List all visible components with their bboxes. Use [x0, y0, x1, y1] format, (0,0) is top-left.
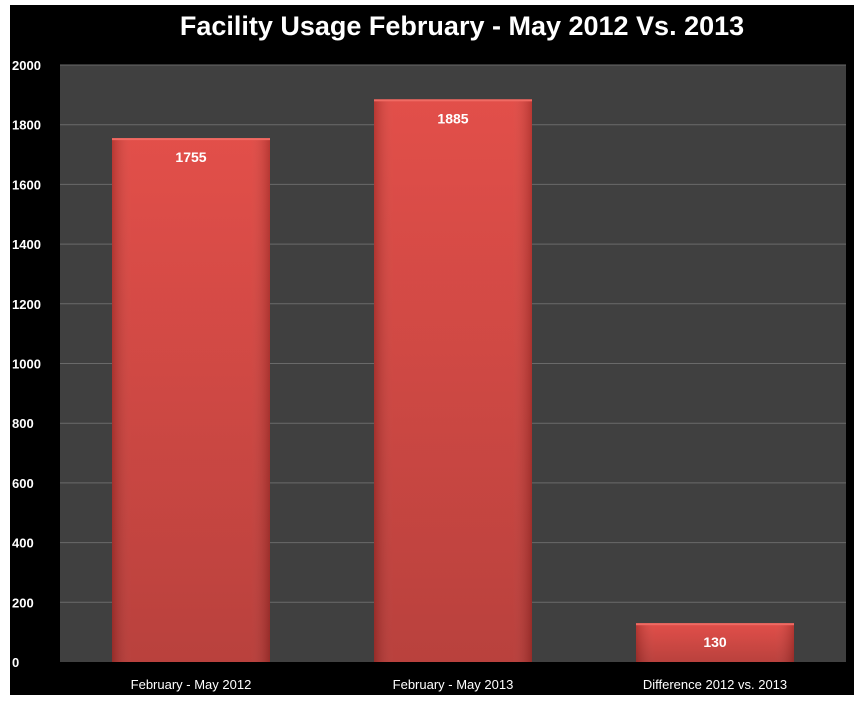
y-tick-label: 400	[12, 536, 34, 551]
bar-top-highlight	[636, 623, 794, 626]
bar-shading	[112, 138, 270, 662]
y-axis-ticks: 0 200 400 600 800 1000 1200 1400 1600 1800 2000	[12, 58, 41, 670]
x-axis-ticks: February - May 2012 February - May 2013 Di…	[131, 677, 787, 692]
y-tick-label: 1200	[12, 297, 41, 312]
x-tick-label: Difference 2012 vs. 2013	[643, 677, 787, 692]
chart-title: Facility Usage February - May 2012 Vs. 2…	[180, 11, 744, 41]
y-tick-label: 1600	[12, 177, 41, 192]
y-tick-label: 800	[12, 416, 34, 431]
data-label: 1885	[437, 110, 468, 126]
bars: 1755 1885 130	[112, 99, 794, 662]
bar-top-highlight	[374, 99, 532, 102]
y-tick-label: 0	[12, 655, 19, 670]
x-tick-label: February - May 2012	[131, 677, 252, 692]
y-tick-label: 1400	[12, 237, 41, 252]
data-label: 1755	[175, 149, 206, 165]
bar-top-highlight	[112, 138, 270, 141]
y-tick-label: 1800	[12, 118, 41, 133]
y-tick-label: 200	[12, 595, 34, 610]
x-tick-label: February - May 2013	[393, 677, 514, 692]
y-tick-label: 1000	[12, 357, 41, 372]
y-tick-label: 600	[12, 476, 34, 491]
y-tick-label: 2000	[12, 58, 41, 73]
data-label: 130	[703, 634, 727, 650]
chart-container: Facility Usage February - May 2012 Vs. 2…	[10, 5, 854, 695]
bar-shading	[636, 623, 794, 662]
bar-chart: Facility Usage February - May 2012 Vs. 2…	[12, 11, 846, 692]
bar-shading	[374, 99, 532, 662]
